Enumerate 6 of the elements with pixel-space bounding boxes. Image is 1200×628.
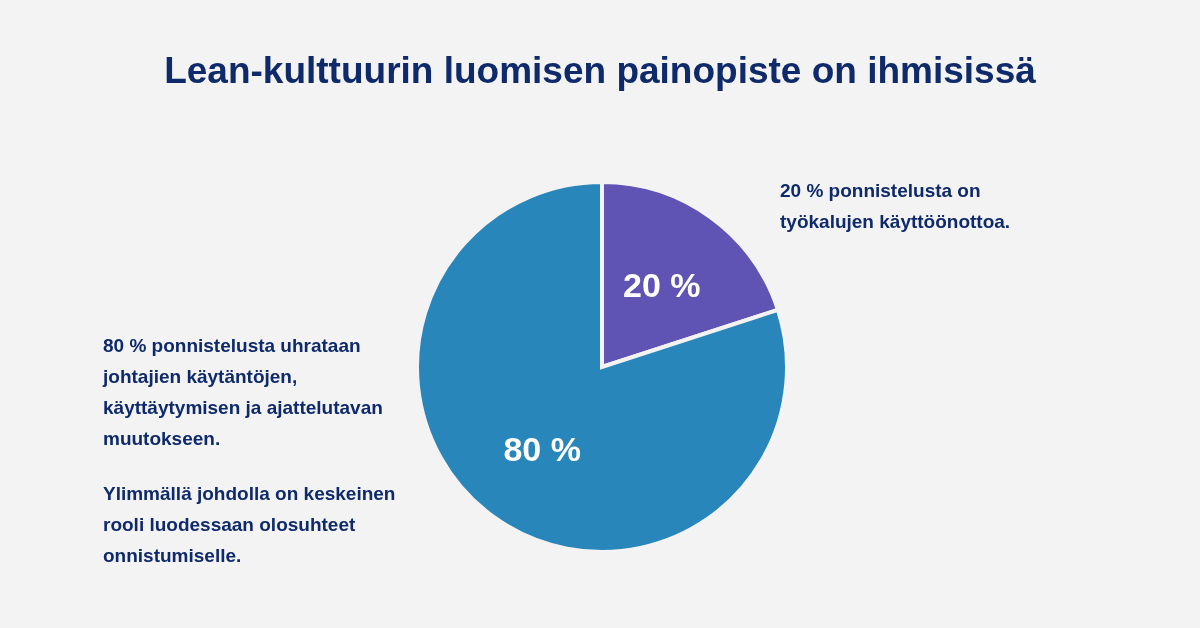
chart-title: Lean-kulttuurin luomisen painopiste on ihmisissä [163, 50, 1037, 92]
data-label: 20 % [623, 265, 701, 304]
text: 20 % ponnistelusta on työkalujen käyttöönottoa. [780, 179, 1012, 234]
text: Ylimmällä johdolla on keskeinen rooli luodessaan olosuhteet onnistumiselle. [103, 482, 397, 568]
data-label: 80 % [503, 430, 581, 469]
text: 80 % ponnistelusta uhrataan johtajien käytäntöjen, käyttäytymisen ja ajattelutavan muutokseen. [103, 334, 384, 451]
